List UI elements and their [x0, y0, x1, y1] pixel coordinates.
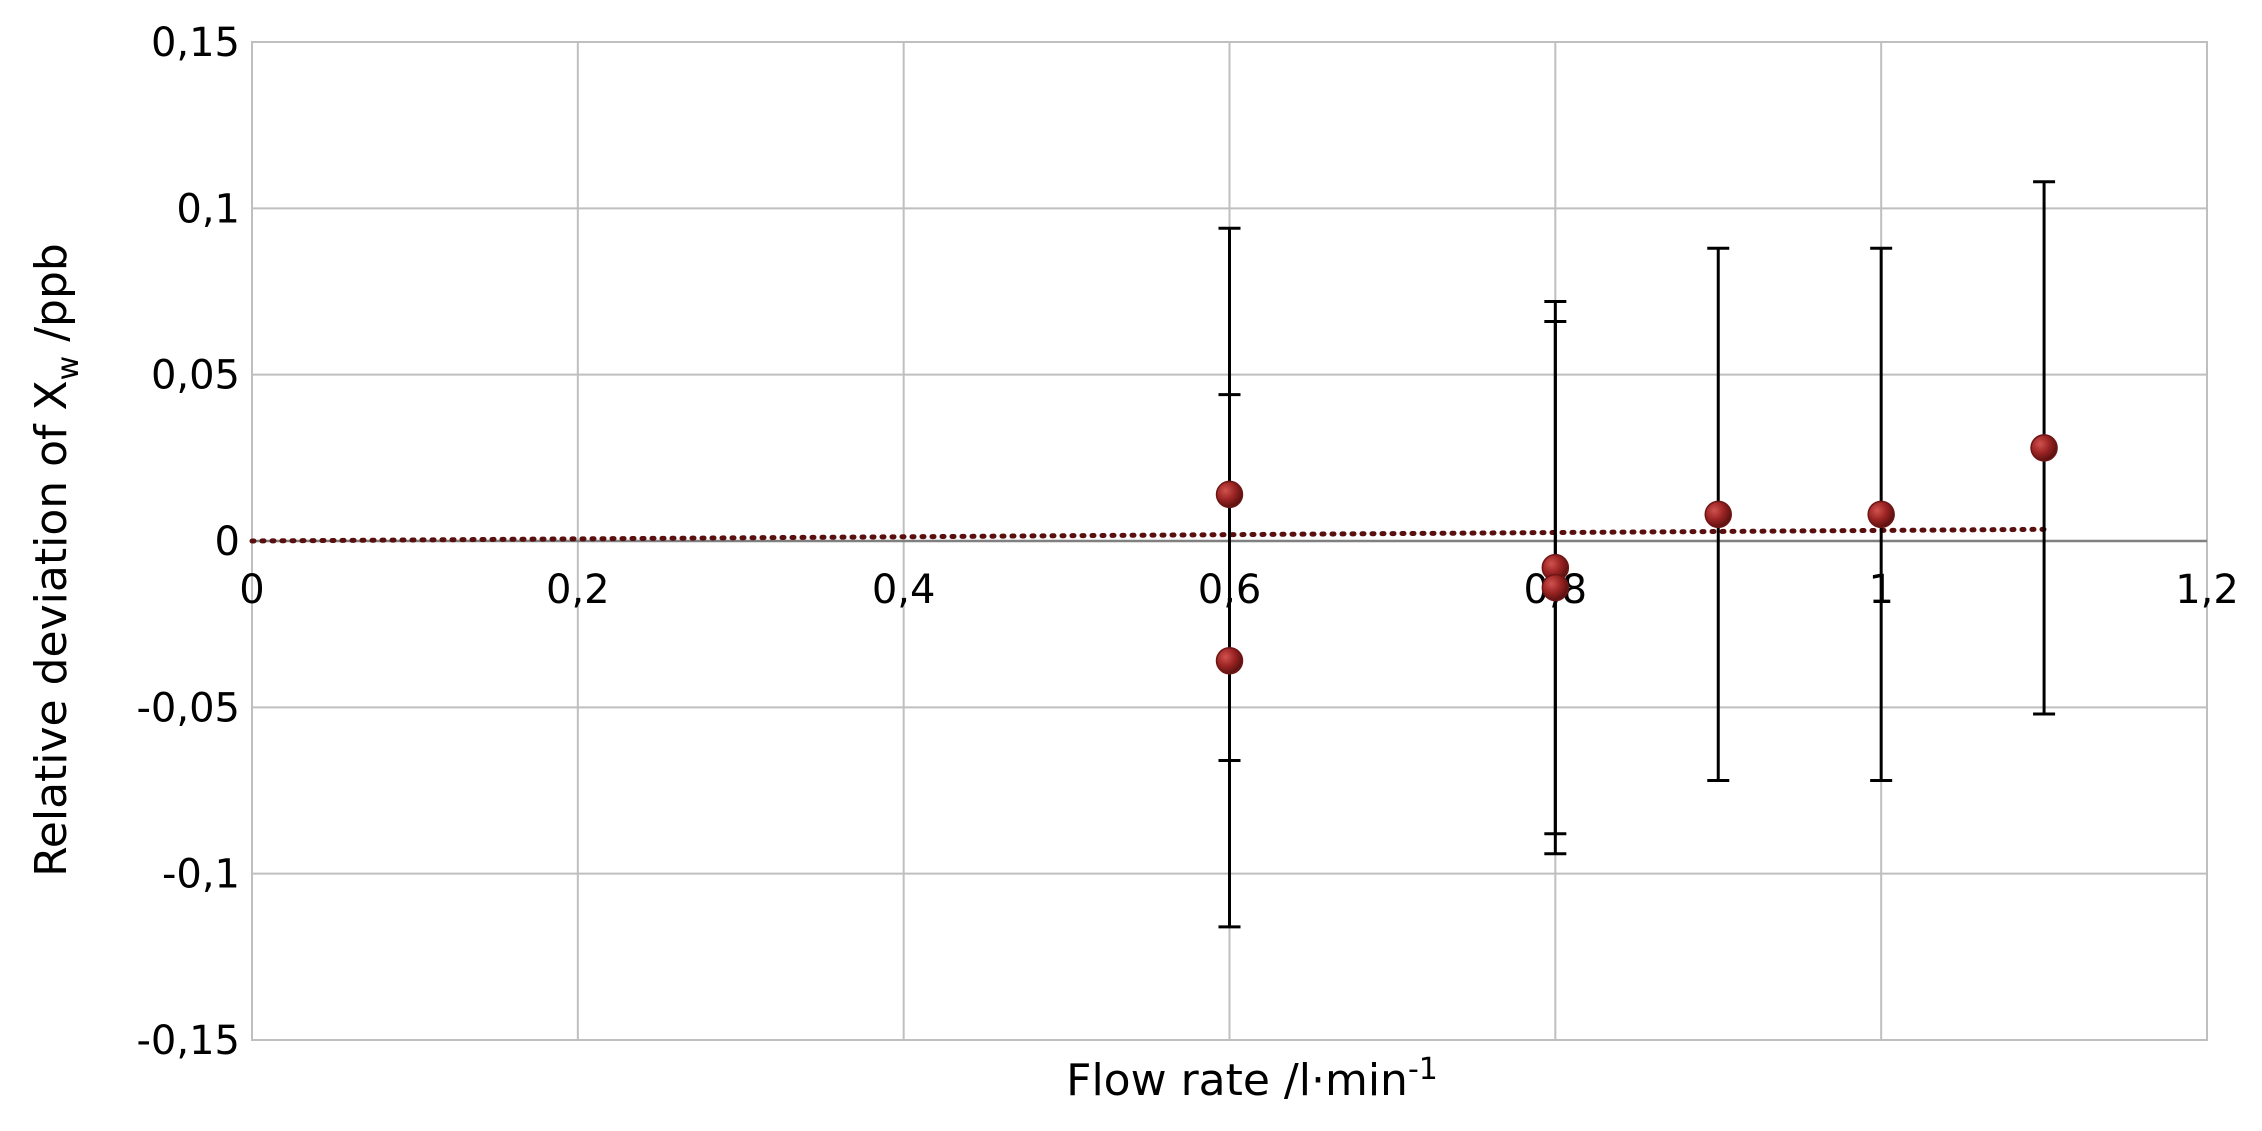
y-tick-label: 0,1 [176, 186, 240, 232]
y-axis-title: Relative deviation of Xw /ppb [26, 243, 86, 877]
x-tick-label: 0,4 [872, 567, 936, 613]
x-axis-title: Flow rate /l·min-1 [1066, 1052, 1438, 1106]
data-point [1541, 573, 1570, 602]
x-tick-label: 0,2 [546, 567, 610, 613]
data-point [1215, 647, 1244, 675]
y-axis: -0,15 -0,1 -0,05 0 0,05 0,1 0,15 [137, 20, 241, 1064]
data-points [1215, 434, 2058, 675]
y-axis-title-subscript: w [51, 356, 86, 381]
data-point [1704, 500, 1732, 529]
trendline [249, 526, 2047, 544]
trendline-layer [249, 526, 2047, 544]
error-bars [1218, 180, 2056, 929]
y-tick-label: 0,15 [151, 20, 240, 66]
y-tick-label: -0,05 [137, 685, 241, 731]
x-tick-label: 0 [239, 567, 264, 613]
data-point [2030, 434, 2058, 462]
y-tick-label: -0,1 [162, 852, 240, 898]
data-point [1215, 480, 1244, 509]
y-tick-label: 0,05 [151, 353, 240, 399]
x-tick-label: 1,2 [2175, 567, 2239, 613]
x-axis-title-superscript: -1 [1408, 1052, 1438, 1087]
x-tick-labels: 00,20,40,60,811,2 [239, 567, 2239, 613]
data-point [1867, 500, 1895, 529]
y-tick-label: -0,15 [137, 1018, 241, 1064]
y-tick-label: 0 [215, 519, 240, 565]
